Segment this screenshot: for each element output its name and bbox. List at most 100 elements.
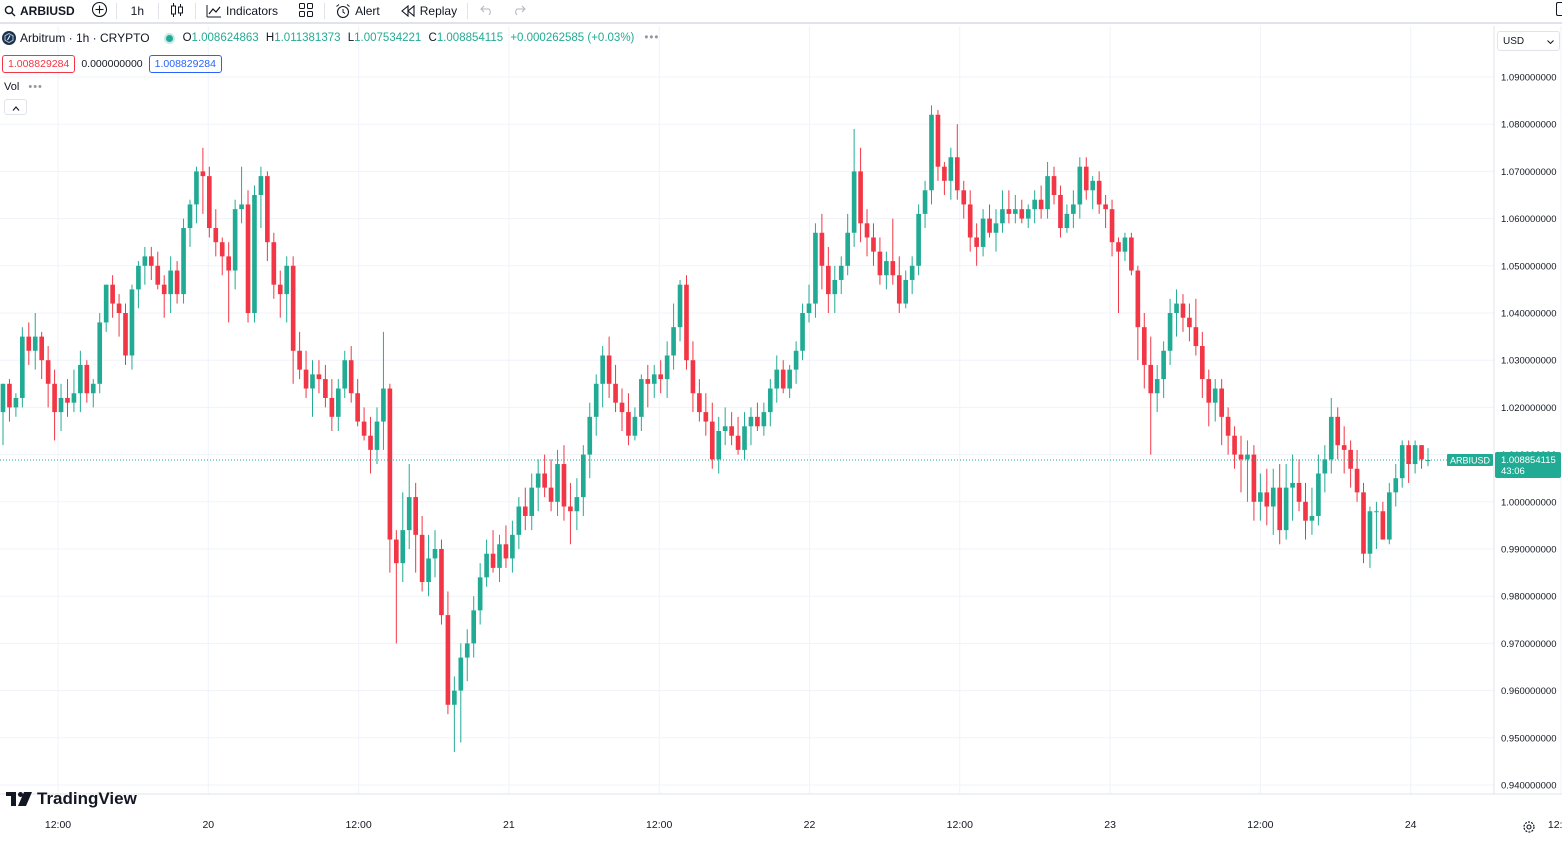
toolbar-divider [195, 3, 197, 19]
candle-body [245, 204, 251, 313]
candle-body [845, 232, 851, 266]
candle-body [1264, 492, 1270, 507]
candle-body [426, 558, 431, 583]
candle-body [1148, 364, 1154, 394]
candle-body [20, 336, 25, 398]
interval-button[interactable]: 1h [117, 1, 158, 21]
candle-body [432, 549, 438, 559]
compare-symbol-button[interactable] [83, 1, 116, 21]
candle-body [110, 284, 115, 304]
candle-body [71, 393, 77, 403]
time-tick-label: 12:00 [45, 819, 71, 831]
currency-select[interactable]: USD [1497, 31, 1560, 51]
candle-body [961, 190, 967, 205]
time-tick-label: 12:00 [947, 819, 973, 831]
candle-body [568, 506, 573, 512]
candle-body [1316, 473, 1321, 516]
arbitrum-logo-icon [2, 31, 16, 45]
candle-body [896, 275, 902, 304]
collapse-legend-button[interactable] [4, 99, 27, 115]
price-tick-label: 1.020000000 [1501, 403, 1556, 414]
candle-body [767, 388, 773, 413]
volume-label[interactable]: Vol [4, 81, 20, 93]
candle-body [858, 171, 863, 224]
candle-body [826, 265, 831, 295]
candle-body [1283, 487, 1289, 531]
last-price-value: 1.008854115 [1501, 455, 1556, 466]
candle-body [471, 610, 477, 644]
price-chart[interactable]: ARBIUSD 1.090000000 1.080000000 1.07000000… [0, 26, 1562, 842]
market-status-indicator[interactable] [165, 34, 173, 42]
candle-body [903, 279, 909, 304]
close-value: 1.008854115 [436, 32, 504, 44]
volume-more-button[interactable]: ••• [28, 81, 43, 93]
candle-body [400, 530, 406, 564]
candle-body [916, 213, 921, 266]
candle-body [1032, 199, 1037, 210]
candle-body [26, 336, 32, 351]
candle-body [1180, 303, 1186, 318]
candle-body [1090, 180, 1096, 191]
indicators-button[interactable]: Indicators [196, 1, 288, 21]
candle-body [748, 416, 754, 427]
candle-body [639, 379, 644, 417]
candle-body [78, 364, 83, 394]
candle-body [219, 242, 225, 257]
candle-body [1277, 487, 1283, 531]
low-value: 1.007534221 [354, 32, 422, 44]
price-tick-label: 1.030000000 [1501, 356, 1556, 367]
sell-price-button[interactable]: 1.008829284 [2, 55, 76, 73]
settings-gear-icon[interactable] [1522, 820, 1536, 839]
close-key: C [428, 32, 437, 44]
chart-grid [0, 26, 1562, 795]
grid-layout-icon [298, 2, 314, 21]
candle-body [697, 393, 702, 413]
candle-body [387, 388, 393, 540]
candle-body [1309, 515, 1315, 521]
candle-body [142, 256, 148, 266]
candles-icon [169, 2, 185, 21]
candle-body [348, 360, 354, 394]
open-value: 1.008624863 [191, 32, 259, 44]
buy-price-button[interactable]: 1.008829284 [148, 55, 222, 73]
candle-body [1335, 416, 1341, 446]
candle-body [452, 690, 457, 705]
candle-body [574, 497, 580, 512]
candle-body [316, 374, 322, 380]
symbol-price-tag-label: ARBIUSD [1450, 456, 1491, 466]
candle-body [484, 553, 489, 578]
candle-body [252, 195, 257, 313]
candle-body [619, 402, 625, 413]
replay-button[interactable]: Replay [390, 1, 467, 21]
candle-body [974, 237, 979, 247]
candle-body [277, 284, 283, 295]
candle-body [1071, 204, 1076, 214]
redo-button[interactable] [506, 1, 532, 21]
candle-body [52, 383, 57, 413]
candle-body [1380, 511, 1386, 540]
legend-title[interactable]: Arbitrum · 1h · CRYPTO [20, 31, 150, 45]
legend-more-button[interactable]: ••• [644, 32, 660, 44]
layouts-button[interactable] [288, 1, 324, 21]
candle-body [265, 176, 270, 243]
undo-button[interactable] [468, 1, 506, 21]
candle-body [658, 374, 664, 380]
indicators-label: Indicators [226, 4, 279, 18]
candle-body [1399, 445, 1405, 479]
chart-type-button[interactable] [159, 1, 195, 21]
candle-body [123, 313, 128, 356]
candle-body [1341, 445, 1347, 450]
time-axis[interactable]: 12:00 20 12:00 21 12:00 22 12:00 23 12:00 24 12:00… [45, 819, 1562, 831]
candle-body [993, 223, 999, 233]
candle-body [787, 369, 792, 389]
candle-body [39, 336, 45, 361]
symbol-search-button[interactable]: ARBIUSD [0, 1, 83, 21]
candle-body [684, 284, 689, 361]
candle-body [1238, 454, 1244, 460]
candle-body [464, 643, 470, 658]
top-toolbar: ARBIUSD 1h Indicators Alert [0, 0, 1562, 24]
price-axis[interactable]: 1.090000000 1.080000000 1.070000000 1.06000… [1495, 73, 1561, 792]
tradingview-logo[interactable]: TradingView [6, 789, 137, 809]
alert-button[interactable]: Alert [325, 1, 390, 21]
fullscreen-corner-icon[interactable] [1556, 2, 1562, 16]
